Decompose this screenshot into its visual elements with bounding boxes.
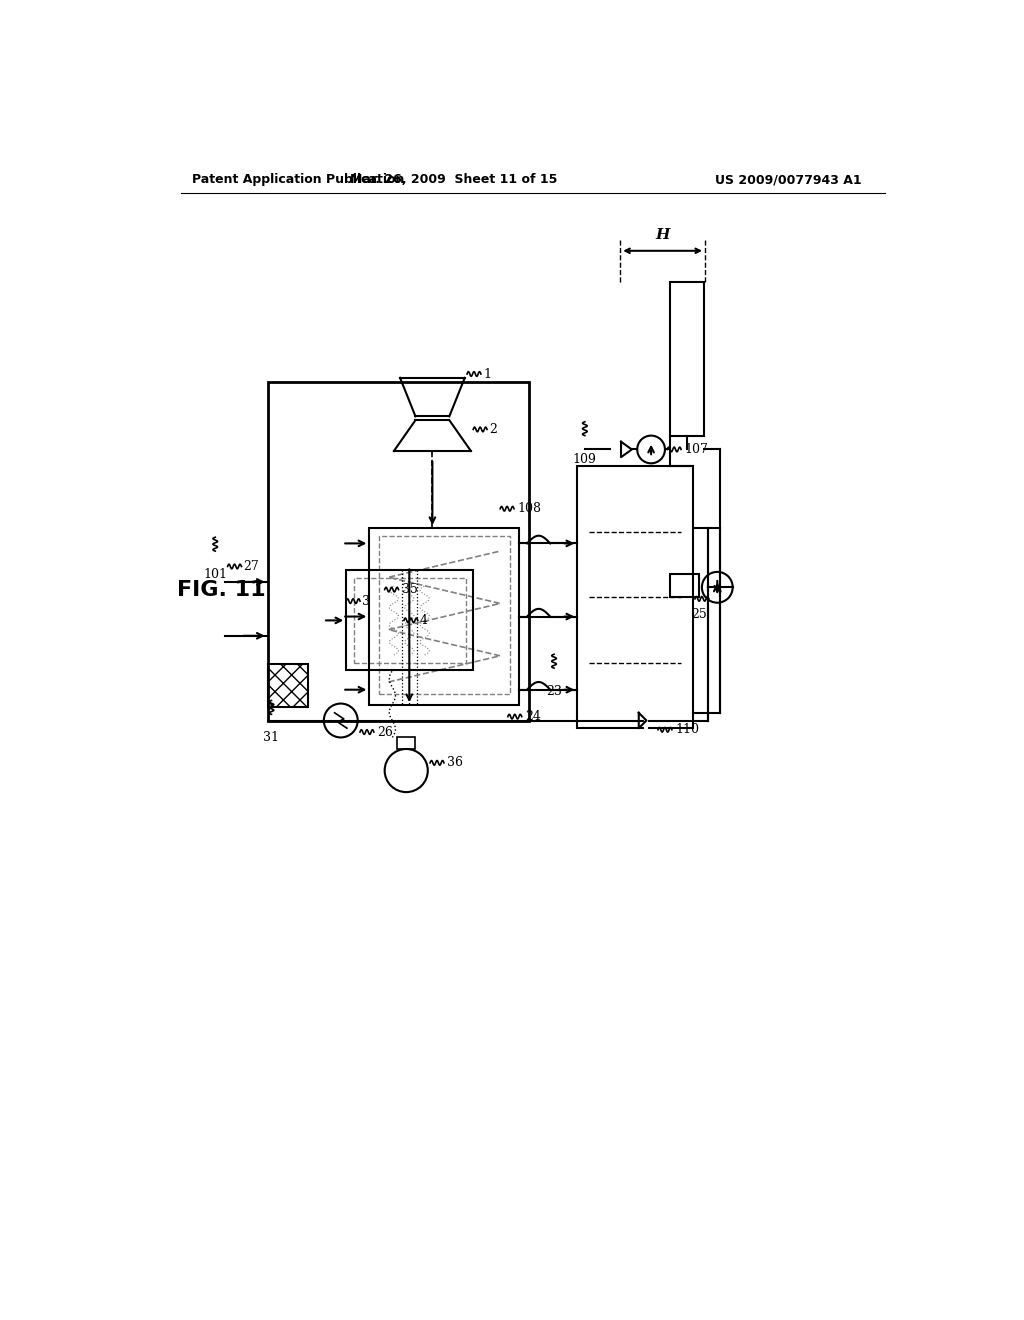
Text: 36: 36	[447, 756, 463, 770]
Bar	[267, 664, 307, 706]
Text: 107: 107	[684, 444, 708, 455]
Text: 27: 27	[243, 560, 259, 573]
Bar	[354, 578, 466, 663]
Bar	[670, 574, 698, 598]
Text: 35: 35	[401, 583, 418, 597]
Text: 101: 101	[203, 568, 227, 581]
Bar	[346, 570, 473, 671]
Text: 109: 109	[572, 453, 597, 466]
Text: 26: 26	[377, 726, 393, 739]
Text: 108: 108	[517, 502, 541, 515]
Text: FIG. 11: FIG. 11	[177, 579, 266, 599]
Text: H: H	[655, 227, 670, 242]
Bar	[379, 536, 510, 693]
Bar	[578, 466, 692, 729]
Text: 2: 2	[489, 422, 498, 436]
Text: 24: 24	[525, 710, 542, 723]
Text: 1: 1	[483, 367, 492, 380]
Text: 31: 31	[263, 731, 280, 744]
Bar	[370, 528, 519, 705]
Text: 110: 110	[675, 723, 699, 737]
Bar	[397, 738, 416, 748]
Text: Patent Application Publication: Patent Application Publication	[193, 173, 404, 186]
Bar	[670, 281, 705, 436]
Text: 23: 23	[546, 685, 562, 698]
Bar	[267, 381, 529, 721]
Text: 3: 3	[361, 594, 370, 607]
Text: 4: 4	[419, 614, 427, 627]
Text: Mar. 26, 2009  Sheet 11 of 15: Mar. 26, 2009 Sheet 11 of 15	[350, 173, 558, 186]
Text: 25: 25	[691, 609, 707, 622]
Text: US 2009/0077943 A1: US 2009/0077943 A1	[716, 173, 862, 186]
